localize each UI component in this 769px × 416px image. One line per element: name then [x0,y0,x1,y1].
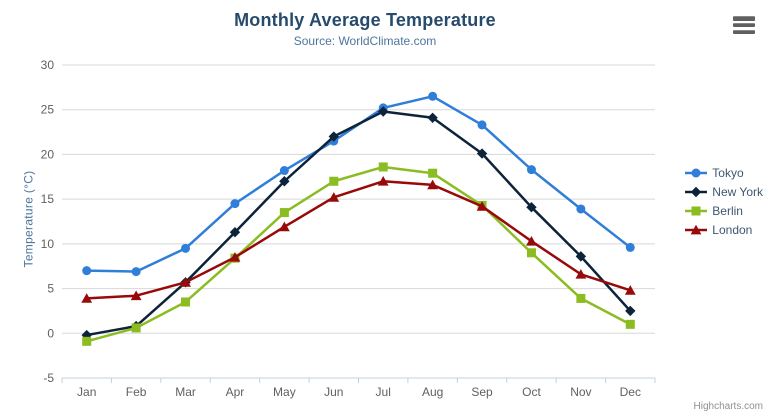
data-point-marker[interactable] [329,176,339,186]
data-point-marker[interactable] [328,192,340,202]
data-point-marker[interactable] [279,166,289,176]
x-tick-label: Aug [422,385,443,399]
data-point-marker[interactable] [229,252,241,262]
legend-item-tokyo[interactable]: Tokyo [685,166,763,180]
data-point-marker[interactable] [526,248,536,258]
y-tick-label: 10 [41,237,55,251]
data-point-marker[interactable] [575,251,587,262]
x-tick-label: Dec [620,385,641,399]
y-tick-label: 30 [41,58,55,72]
series-line[interactable] [85,95,632,273]
legend-label: Berlin [712,204,743,218]
hamburger-icon [733,16,755,21]
data-point-marker[interactable] [624,285,636,295]
x-tick-label: Jun [324,385,343,399]
data-point-marker[interactable] [526,165,536,175]
y-axis-title: Temperature (°C) [21,170,36,268]
x-tick-label: Sep [471,385,493,399]
series-tokyo[interactable] [82,91,635,277]
legend-label: Tokyo [712,166,744,180]
data-point-marker[interactable] [575,269,587,279]
data-point-marker[interactable] [82,336,92,346]
data-point-marker[interactable] [279,208,289,218]
chart-subtitle: Source: WorldClimate.com [293,34,437,48]
data-point-marker[interactable] [477,120,487,130]
data-point-marker[interactable] [229,227,241,238]
data-point-marker[interactable] [279,176,290,187]
y-tick-label: 20 [41,147,55,161]
data-point-marker[interactable] [377,176,389,186]
x-tick-label: Mar [175,385,196,399]
data-point-marker[interactable] [428,168,438,178]
legend-label: New York [712,185,763,199]
y-tick-label: -5 [43,371,54,385]
data-point-marker[interactable] [81,293,93,303]
data-point-marker[interactable] [690,224,702,235]
data-point-marker[interactable] [576,204,586,214]
legend-label: London [712,223,753,237]
legend-item-london[interactable]: London [685,223,763,237]
data-point-marker[interactable] [180,277,191,287]
y-tick-label: 25 [41,103,55,117]
data-point-marker[interactable] [625,305,636,317]
series-london[interactable] [81,176,636,303]
legend-marker-icon [685,224,708,235]
data-point-marker[interactable] [526,201,537,213]
data-point-marker[interactable] [691,186,702,198]
data-point-marker[interactable] [576,293,586,303]
data-point-marker[interactable] [328,131,339,142]
data-point-marker[interactable] [130,290,142,301]
x-tick-label: Oct [522,385,541,399]
x-tick-label: Feb [126,385,147,399]
data-point-marker[interactable] [230,199,240,209]
data-point-marker[interactable] [625,242,635,252]
x-tick-label: Jul [376,385,391,399]
hamburger-icon [733,29,755,34]
data-point-marker[interactable] [131,323,141,333]
series-line[interactable] [85,110,632,337]
series-berlin[interactable] [82,162,635,346]
data-point-marker[interactable] [181,243,191,253]
x-tick-label: Jan [77,385,96,399]
data-point-marker[interactable] [427,112,438,123]
series-line[interactable] [85,180,632,300]
data-point-marker[interactable] [131,267,141,277]
x-tick-label: May [273,385,296,399]
data-point-marker[interactable] [427,179,439,190]
x-tick-label: Apr [226,385,245,399]
legend-marker-icon [685,168,708,178]
credits-link[interactable]: Highcharts.com [693,401,763,412]
data-point-marker[interactable] [476,148,488,159]
data-point-marker[interactable] [526,235,537,246]
data-point-marker[interactable] [181,297,191,307]
series-new-york[interactable] [81,106,636,341]
data-point-marker[interactable] [278,221,290,232]
y-tick-label: 0 [47,326,54,340]
legend-item-new-york[interactable]: New York [685,185,763,199]
hamburger-icon [733,22,755,28]
y-tick-label: 5 [47,282,54,296]
data-point-marker[interactable] [691,206,701,216]
data-point-marker[interactable] [625,319,635,329]
legend-item-berlin[interactable]: Berlin [685,204,763,218]
data-point-marker[interactable] [428,91,438,101]
data-point-marker[interactable] [82,266,92,276]
data-point-marker[interactable] [476,201,488,211]
legend-marker-icon [685,186,708,198]
chart-title: Monthly Average Temperature [234,10,496,30]
y-tick-label: 15 [41,192,55,206]
legend-marker-icon [685,206,708,216]
legend: Tokyo New York Berlin London [685,166,763,237]
series-line[interactable] [85,165,632,343]
data-point-marker[interactable] [378,106,389,117]
export-menu-button[interactable] [733,15,755,35]
data-point-marker[interactable] [378,162,388,172]
x-tick-label: Nov [570,385,591,399]
data-point-marker[interactable] [691,168,701,178]
